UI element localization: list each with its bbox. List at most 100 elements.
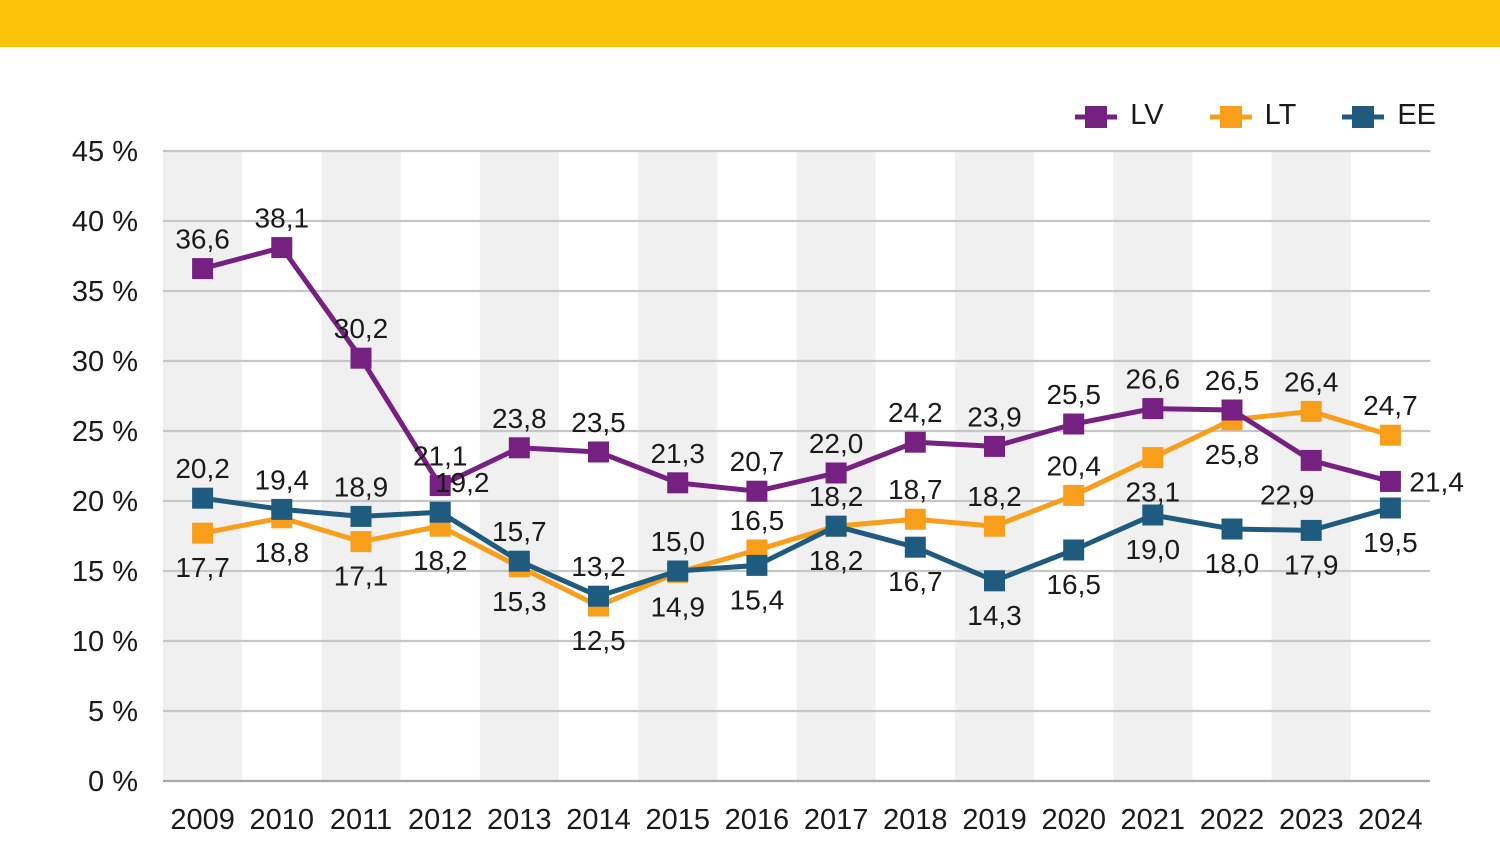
data-point bbox=[1300, 519, 1322, 541]
data-point bbox=[588, 441, 609, 463]
data-point-label: 23,1 bbox=[1126, 477, 1181, 508]
data-point bbox=[192, 522, 214, 544]
data-point bbox=[350, 347, 372, 369]
data-point bbox=[429, 475, 451, 497]
data-point bbox=[1063, 413, 1085, 435]
data-point-label: 16,7 bbox=[888, 566, 943, 597]
data-point bbox=[271, 498, 293, 520]
data-point-label: 26,4 bbox=[1284, 366, 1339, 397]
plot-band bbox=[954, 151, 1035, 781]
legend-label-ee: EE bbox=[1397, 99, 1436, 131]
y-tick-label: 35 % bbox=[72, 276, 138, 308]
data-point bbox=[1221, 399, 1243, 421]
data-point bbox=[746, 480, 768, 502]
plot-band bbox=[479, 151, 559, 781]
data-point bbox=[508, 437, 530, 459]
y-tick-label: 0 % bbox=[88, 766, 138, 798]
data-point bbox=[984, 515, 1005, 537]
data-point-label: 20,4 bbox=[1046, 450, 1101, 481]
data-point bbox=[825, 515, 847, 537]
x-tick-label: 2023 bbox=[1279, 804, 1344, 836]
data-point-label: 18,2 bbox=[809, 481, 864, 512]
series-line-ee bbox=[202, 495, 1392, 599]
data-point bbox=[904, 431, 926, 453]
legend-item-lv: LV bbox=[1075, 99, 1164, 132]
data-point-label: 17,1 bbox=[334, 561, 389, 592]
data-point bbox=[984, 435, 1005, 457]
x-tick-label: 2021 bbox=[1121, 804, 1186, 836]
data-point bbox=[1300, 400, 1322, 422]
data-point bbox=[904, 536, 926, 558]
data-point-label: 21,4 bbox=[1409, 466, 1464, 497]
data-point-label: 20,7 bbox=[730, 446, 785, 477]
data-point bbox=[271, 237, 293, 259]
x-tick-label: 2011 bbox=[330, 804, 392, 836]
data-point bbox=[192, 258, 214, 280]
data-point bbox=[1221, 518, 1243, 540]
series-line-lv bbox=[201, 244, 1392, 494]
x-tick-label: 2018 bbox=[883, 804, 948, 836]
x-tick-label: 2013 bbox=[487, 804, 552, 836]
data-point-label: 26,5 bbox=[1205, 365, 1260, 396]
data-point bbox=[192, 487, 214, 509]
data-point-label: 36,6 bbox=[175, 224, 230, 255]
plot-band bbox=[321, 151, 401, 781]
data-point-label: 16,5 bbox=[730, 505, 785, 536]
y-tick-label: 25 % bbox=[72, 416, 138, 448]
data-point-label: 38,1 bbox=[255, 203, 310, 234]
legend-item-ee: EE bbox=[1342, 101, 1436, 132]
data-point bbox=[508, 550, 530, 572]
data-point-label: 21,3 bbox=[650, 438, 705, 469]
chart-legend: LV LT EE bbox=[1075, 101, 1436, 132]
data-point-label: 18,8 bbox=[255, 537, 310, 568]
data-point-label: 16,5 bbox=[1046, 569, 1101, 600]
data-point-label: 24,7 bbox=[1363, 390, 1418, 421]
data-point-label: 19,2 bbox=[435, 467, 490, 498]
x-tick-label: 2016 bbox=[725, 804, 790, 836]
plot-bands bbox=[163, 151, 1351, 781]
y-tick-label: 20 % bbox=[72, 486, 138, 518]
x-tick-label: 2015 bbox=[645, 804, 710, 836]
data-point-label: 18,2 bbox=[809, 545, 864, 576]
x-tick-label: 2014 bbox=[566, 804, 631, 836]
data-point bbox=[1142, 504, 1164, 526]
x-tick-label: 2012 bbox=[408, 804, 473, 836]
legend-marker-ee-icon bbox=[1342, 105, 1385, 128]
data-point-label: 25,8 bbox=[1205, 439, 1260, 470]
y-tick-label: 5 % bbox=[88, 696, 138, 728]
x-tick-label: 2024 bbox=[1358, 804, 1423, 836]
legend-label-lv: LV bbox=[1130, 99, 1164, 131]
x-axis-labels: 2009 2010 2011 2012 2013 2014 2015 2016 2017 2018… bbox=[170, 804, 1422, 836]
data-point-label: 17,7 bbox=[175, 552, 230, 583]
x-tick-label: 2020 bbox=[1041, 804, 1106, 836]
data-point-label: 24,2 bbox=[888, 397, 943, 428]
data-point-label: 21,1 bbox=[413, 441, 468, 472]
data-point-label: 13,2 bbox=[571, 551, 626, 582]
data-point-label: 14,3 bbox=[967, 600, 1022, 631]
data-point-label: 19,5 bbox=[1363, 527, 1418, 558]
x-tick-label: 2017 bbox=[804, 804, 869, 836]
x-tick-label: 2022 bbox=[1200, 804, 1265, 836]
plot-band bbox=[163, 151, 243, 781]
data-point-label: 17,9 bbox=[1284, 549, 1339, 580]
data-point-label: 30,2 bbox=[334, 313, 389, 344]
data-point bbox=[1379, 424, 1401, 446]
data-point bbox=[667, 560, 689, 582]
data-point-label: 18,7 bbox=[888, 474, 943, 505]
data-point bbox=[1142, 398, 1164, 420]
series-lv bbox=[192, 237, 1401, 502]
data-point bbox=[1379, 470, 1401, 492]
data-point bbox=[350, 505, 372, 527]
data-point-label: 25,5 bbox=[1046, 379, 1101, 410]
data-point bbox=[429, 501, 451, 523]
data-point bbox=[1142, 447, 1164, 469]
legend-marker-lt-icon bbox=[1209, 105, 1252, 128]
data-point bbox=[1063, 484, 1085, 506]
series-ee bbox=[192, 487, 1401, 607]
data-point-label: 18,2 bbox=[413, 545, 468, 576]
plot-band bbox=[638, 151, 718, 781]
data-point-label: 12,5 bbox=[571, 625, 626, 656]
y-tick-label: 15 % bbox=[72, 556, 138, 588]
legend-marker-lv-icon bbox=[1075, 105, 1118, 128]
